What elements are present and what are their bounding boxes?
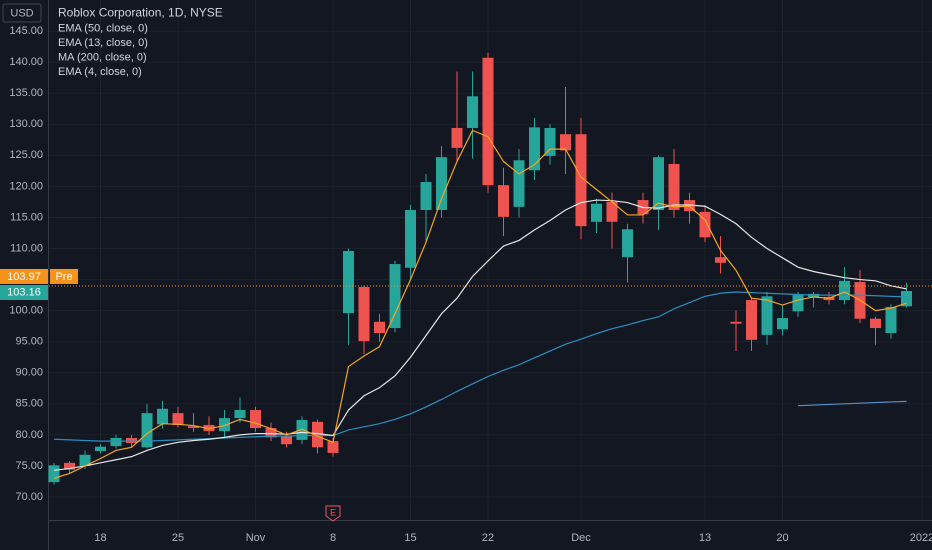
candle-body [436, 157, 447, 210]
candle-body [64, 462, 75, 470]
y-tick-label: 70.00 [15, 491, 43, 503]
candle-body [668, 164, 680, 210]
premarket-box [0, 268, 48, 284]
y-tick-label: 110.00 [10, 242, 43, 254]
candle-body [792, 295, 804, 312]
premarket-label: 103.97 [7, 271, 41, 283]
candle-body [885, 306, 897, 333]
y-tick-label: 95.00 [15, 336, 43, 348]
candle-body [358, 287, 370, 342]
y-tick-label: 115.00 [10, 211, 43, 223]
candle-body [219, 418, 230, 432]
candle-body [467, 96, 478, 128]
y-tick-label: 100.00 [9, 305, 43, 317]
x-tick-label: Nov [246, 532, 266, 544]
candle-body [141, 413, 153, 448]
candle-body [498, 185, 509, 217]
x-tick-label: 22 [482, 532, 494, 544]
candle-body [761, 296, 773, 335]
candle-body [653, 157, 664, 210]
candle-body [265, 428, 277, 438]
candle-body [544, 127, 556, 156]
y-tick-label: 120.00 [9, 180, 43, 192]
candle-body [560, 134, 571, 151]
currency: USD [10, 7, 33, 19]
candle-body [777, 318, 788, 330]
candle-body [699, 211, 711, 238]
y-tick-label: 90.00 [15, 367, 43, 379]
y-tick-label: 145.00 [9, 25, 43, 37]
candle-body [529, 127, 540, 171]
candle-body [606, 201, 618, 222]
candle-body [327, 441, 339, 453]
candle-body [126, 437, 137, 443]
x-tick-label: 25 [172, 532, 184, 544]
plot [48, 52, 932, 485]
x-tick-label: 8 [330, 532, 336, 544]
candle-body [389, 264, 401, 329]
y-tick-label: 135.00 [9, 87, 43, 99]
candle-body [172, 413, 184, 425]
candle-body [312, 421, 323, 448]
x-tick-label: 2022 [910, 532, 932, 544]
premarket-tag: Pre [55, 271, 72, 283]
y-tick-label: 75.00 [15, 460, 43, 472]
event-label: E [330, 507, 336, 517]
candle-body [188, 426, 199, 429]
indicator-line [797, 400, 907, 407]
candle-body [715, 257, 726, 263]
premarket-tag-box [50, 268, 78, 284]
candle-body [622, 229, 633, 258]
candle-body [591, 203, 602, 222]
chart-title: Roblox Corporation, 1D, NYSE [58, 6, 223, 20]
candle-body [405, 209, 416, 268]
x-tick-label: Dec [571, 532, 591, 544]
candle-body [95, 446, 106, 452]
x-tick-label: 20 [776, 532, 788, 544]
candle-body [730, 321, 742, 324]
candle-body [901, 291, 912, 307]
legend-entry: EMA (50, close, 0) [58, 22, 148, 34]
candle-body [575, 134, 587, 227]
candle-body [343, 250, 354, 314]
indicator-line [53, 129, 907, 479]
candle-body [157, 408, 168, 425]
candle-body [420, 182, 432, 210]
indicator-line [53, 291, 907, 442]
candle-body [234, 410, 246, 419]
candle-body [203, 424, 215, 432]
candle-body [250, 410, 261, 429]
legend-entry: EMA (4, close, 0) [58, 66, 142, 78]
candle-body [110, 437, 122, 447]
legend-entry: MA (200, close, 0) [58, 51, 147, 63]
candle-body [482, 57, 494, 186]
last-price-label: 103.16 [7, 286, 41, 298]
x-tick-label: 18 [94, 532, 106, 544]
y-tick-label: 85.00 [15, 398, 43, 410]
event-marker [325, 505, 341, 522]
candle-body [451, 127, 463, 148]
candle-body [281, 435, 292, 445]
candle-body [684, 200, 695, 212]
x-tick-label: 15 [404, 532, 416, 544]
candle-body [79, 454, 91, 466]
candle-body [839, 280, 850, 301]
x-tick-label: 13 [699, 532, 711, 544]
y-tick-label: 80.00 [15, 429, 43, 441]
last-price-box [0, 285, 48, 301]
candle-body [48, 465, 60, 483]
candle-body [870, 318, 881, 329]
candle-body [374, 321, 385, 333]
legend-entry: EMA (13, close, 0) [58, 37, 148, 49]
y-tick-label: 125.00 [9, 149, 43, 161]
y-tick-label: 130.00 [9, 118, 43, 130]
currency-box[interactable] [2, 3, 42, 23]
indicator-line [53, 199, 907, 471]
candle-body [746, 300, 757, 340]
candle-body [513, 160, 525, 207]
y-tick-label: 140.00 [9, 56, 43, 68]
